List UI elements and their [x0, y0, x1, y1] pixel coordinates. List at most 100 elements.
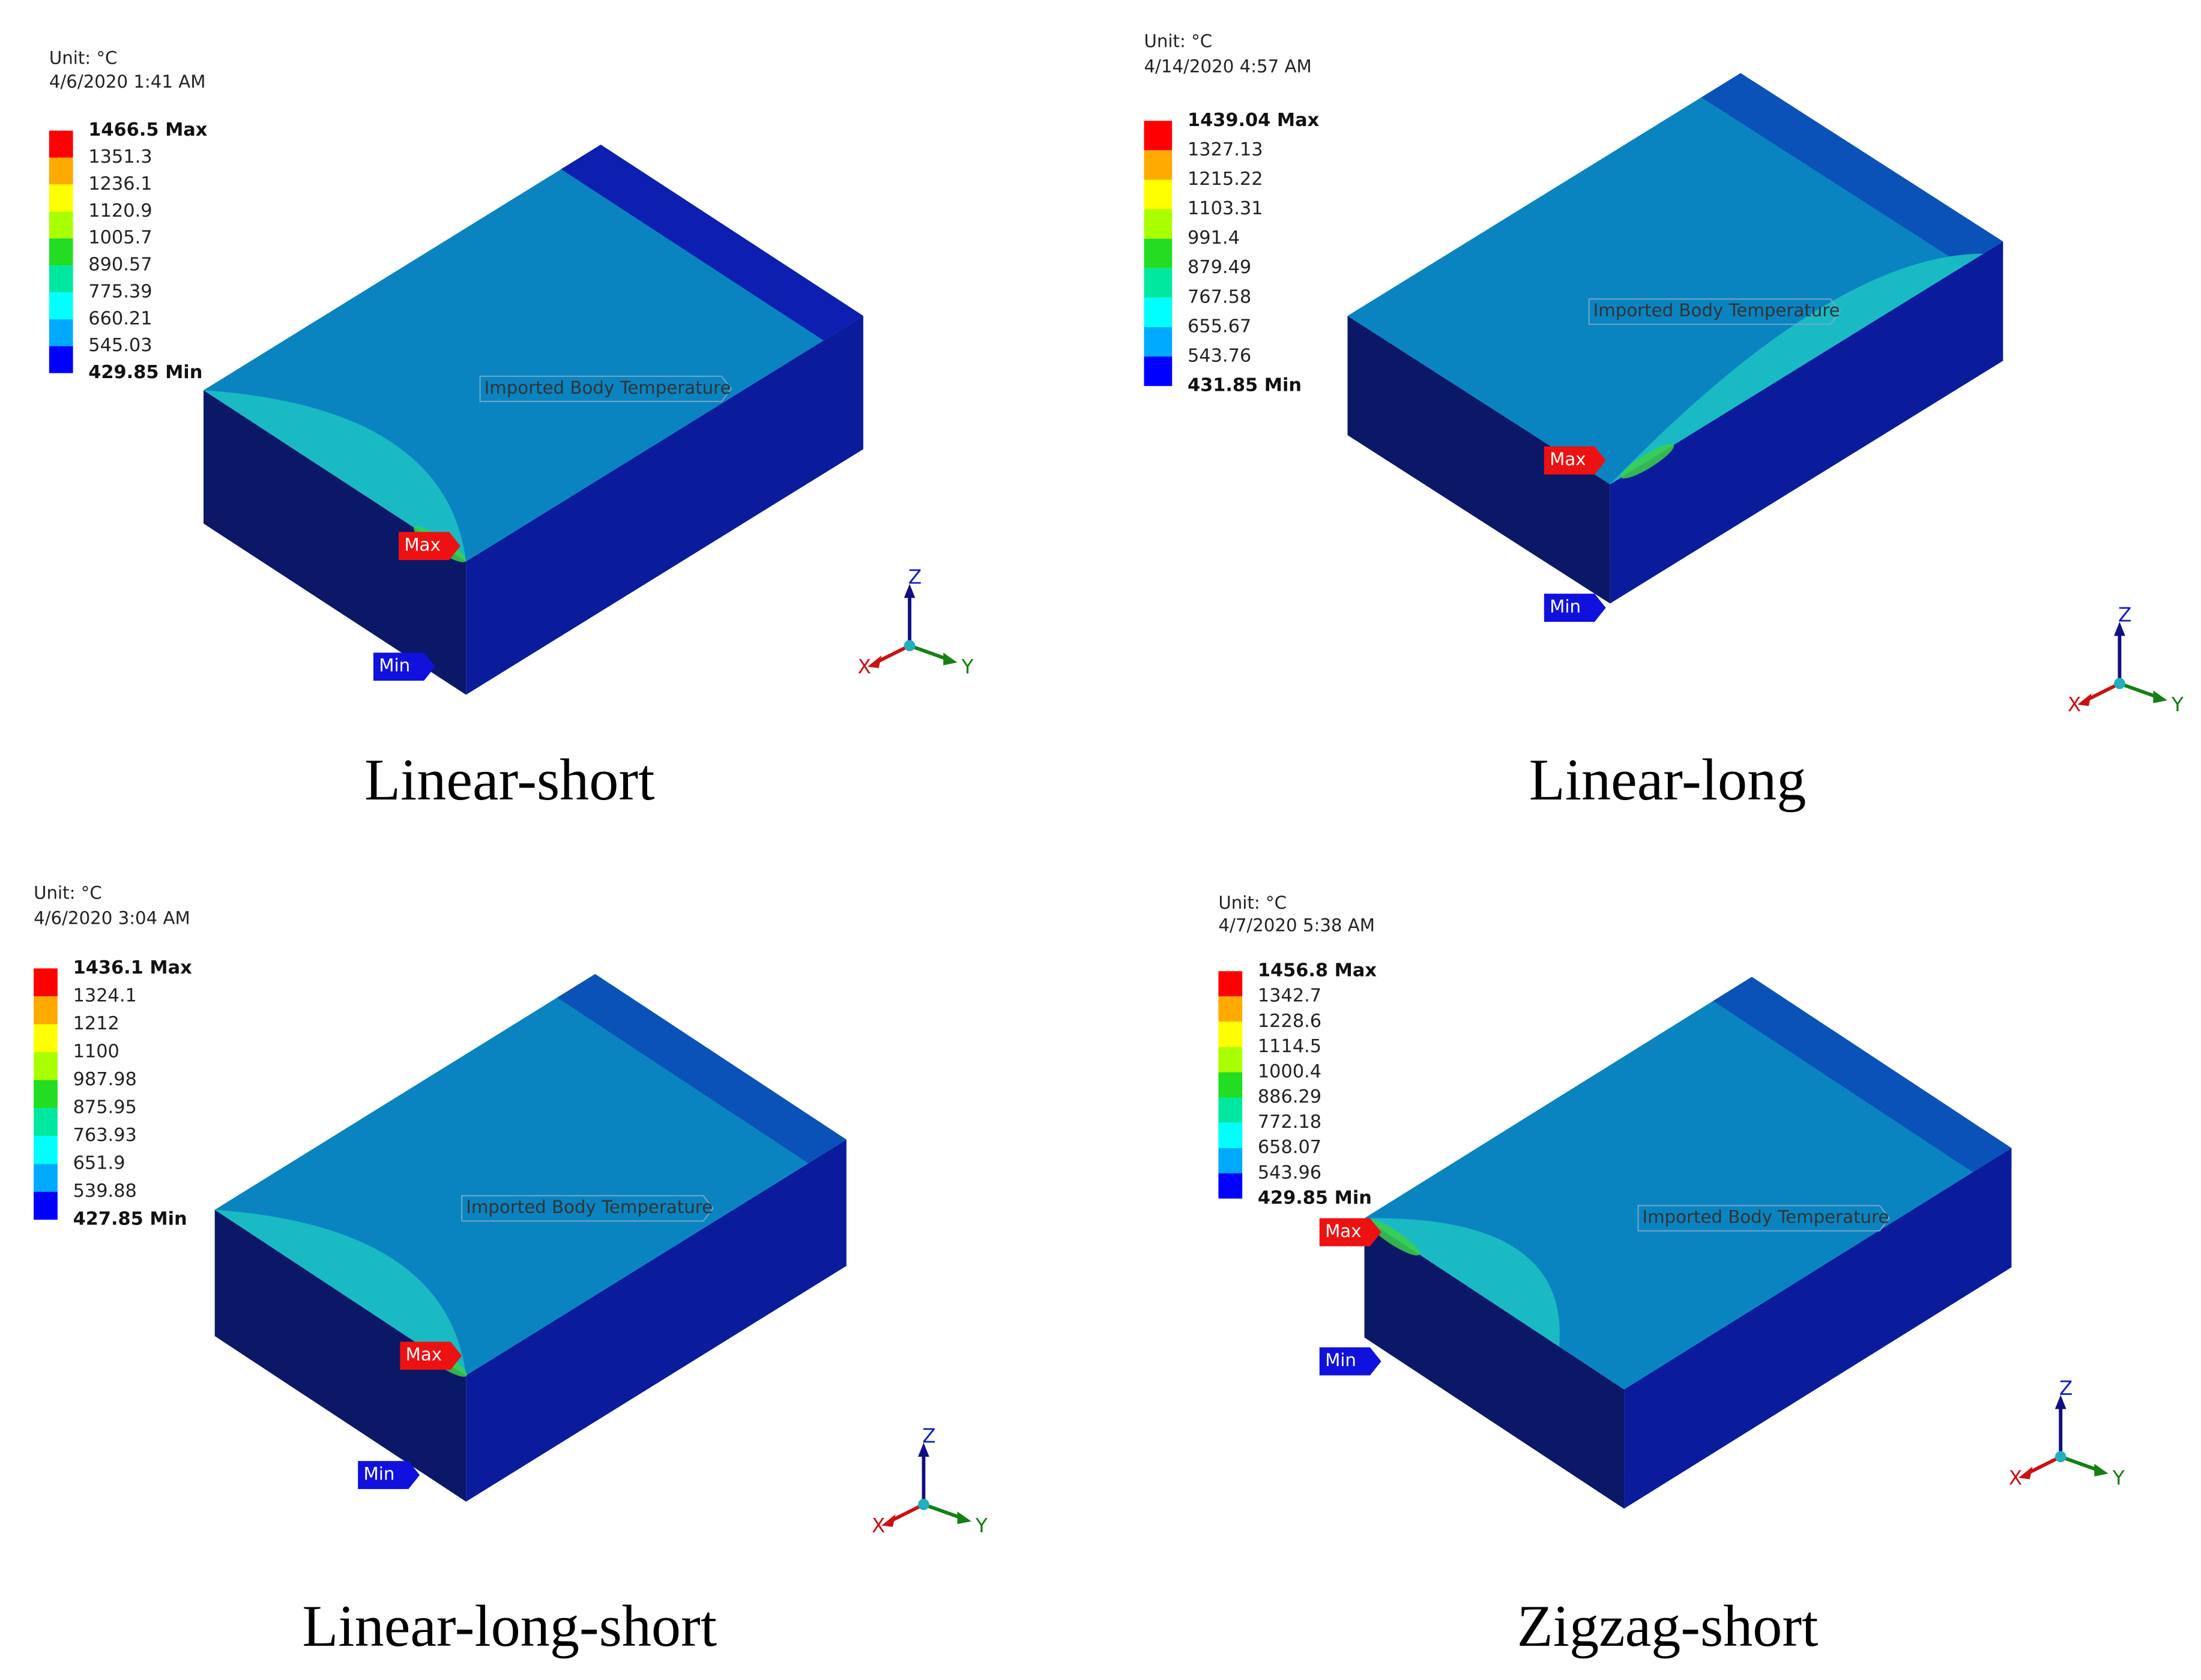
date-label: 4/6/2020 1:41 AM	[49, 71, 206, 92]
unit-label: Unit: °C	[34, 883, 102, 903]
legend-swatch	[34, 1024, 58, 1053]
legend-label: 1456.8 Max	[1258, 960, 1377, 981]
legend-label: 763.93	[73, 1125, 137, 1146]
legend-label: 1436.1 Max	[73, 957, 193, 978]
legend-label: 1342.7	[1258, 986, 1321, 1007]
box-left-face	[214, 1209, 466, 1502]
legend-swatch	[49, 130, 73, 158]
max-tag	[400, 1341, 462, 1370]
annotation-box	[1637, 1205, 1891, 1232]
legend-label: 543.76	[1188, 346, 1251, 367]
legend-swatch	[34, 968, 58, 996]
legend-swatch	[34, 1136, 58, 1164]
axis-y	[2119, 682, 2160, 699]
axis-y-label: Y	[2171, 693, 2184, 716]
legend-label: 660.21	[88, 308, 152, 329]
legend-label: 545.03	[88, 335, 152, 356]
max-tag	[1544, 446, 1606, 475]
min-label: Min	[379, 655, 410, 676]
min-label: Min	[1550, 597, 1581, 617]
cold-strip	[561, 145, 863, 341]
cold-strip	[1713, 977, 2012, 1172]
legend-swatch	[1218, 996, 1243, 1022]
max-tag	[398, 532, 460, 561]
cold-strip	[1701, 73, 2003, 266]
axis-y	[923, 1502, 964, 1520]
panel: Unit: °C4/7/2020 5:38 AM 1456.8 Max 1342.7…	[1218, 893, 2125, 1659]
legend-label: 429.85 Min	[1258, 1187, 1372, 1208]
caption: Linear-short	[364, 748, 654, 813]
axis-z-head	[918, 1442, 929, 1457]
legend-label: 655.67	[1188, 316, 1251, 337]
unit-label: Unit: °C	[1144, 31, 1212, 51]
legend-swatch	[1144, 209, 1173, 239]
legend-label: 1351.3	[88, 146, 152, 167]
legend-label: 1114.5	[1258, 1036, 1321, 1057]
legend-swatch	[49, 157, 73, 185]
hot-spot	[1620, 444, 1674, 479]
axis-x-label: X	[2068, 693, 2081, 716]
date-label: 4/7/2020 5:38 AM	[1218, 915, 1375, 935]
min-tag	[1319, 1347, 1381, 1376]
legend-swatch	[49, 346, 73, 373]
axis-x	[2026, 1455, 2062, 1475]
axis-y	[909, 643, 950, 661]
axis-z-label: Z	[2118, 604, 2131, 627]
min-label: Min	[1325, 1350, 1356, 1370]
legend-label: 1212	[73, 1013, 119, 1034]
legend-label: 890.57	[88, 254, 152, 275]
unit-label: Unit: °C	[1218, 893, 1287, 913]
legend-label: 987.98	[73, 1069, 137, 1090]
axis-y-head	[2153, 690, 2167, 703]
legend-swatch	[1218, 1072, 1243, 1098]
legend-swatch	[1144, 357, 1173, 387]
axis-x-head	[881, 1514, 896, 1527]
box-left-face	[1347, 316, 1610, 604]
legend-label: 772.18	[1258, 1112, 1321, 1133]
legend-swatch	[1144, 238, 1173, 268]
axis-y-head	[2094, 1463, 2109, 1477]
legend-swatch	[1218, 1122, 1243, 1148]
legend-label: 1324.1	[73, 985, 137, 1006]
legend-label: 879.49	[1188, 257, 1251, 278]
legend-swatch	[49, 292, 73, 319]
box-right-face	[1624, 1148, 2012, 1509]
min-tag	[358, 1461, 420, 1489]
legend-label: 775.39	[88, 281, 152, 302]
legend-label: 886.29	[1258, 1086, 1321, 1107]
axis-z-head	[2055, 1395, 2067, 1409]
triad-origin	[918, 1499, 929, 1510]
legend-swatch	[1218, 1022, 1243, 1047]
legend-label: 1466.5 Max	[88, 119, 208, 140]
axis-y-label: Y	[961, 655, 974, 678]
axis-x-label: X	[858, 655, 871, 678]
axis-z-label: Z	[922, 1424, 935, 1447]
axis-x-label: X	[872, 1514, 885, 1537]
legend-swatch	[34, 1052, 58, 1080]
legend-label: 1005.7	[88, 227, 152, 248]
legend-label: 1236.1	[88, 173, 152, 194]
max-label: Max	[406, 1344, 442, 1365]
triad-origin	[2114, 678, 2125, 690]
legend-label: 767.58	[1188, 286, 1251, 307]
max-label: Max	[1550, 449, 1586, 469]
legend-swatch	[1144, 268, 1173, 298]
legend-swatch	[49, 319, 73, 346]
legend-label: 431.85 Min	[1188, 375, 1302, 396]
axis-y-head	[943, 652, 958, 666]
caption: Linear-long-short	[302, 1594, 717, 1659]
min-tag	[373, 652, 435, 681]
axis-x	[875, 644, 911, 664]
caption: Zigzag-short	[1517, 1594, 1819, 1659]
axis-x-head	[2077, 693, 2092, 706]
legend-label: 539.88	[73, 1181, 137, 1202]
annotation: Imported Body Temperature	[1593, 300, 1840, 321]
legend-swatch	[34, 1080, 58, 1109]
legend-label: 1215.22	[1188, 169, 1263, 190]
legend-swatch	[1218, 1148, 1243, 1173]
axis-x-head	[867, 655, 882, 669]
legend-swatch	[49, 184, 73, 212]
legend-label: 429.85 Min	[88, 362, 202, 383]
panel: Unit: °C 4/6/2020 3:04 AM 1436.1 Max 1324.1…	[34, 883, 988, 1659]
